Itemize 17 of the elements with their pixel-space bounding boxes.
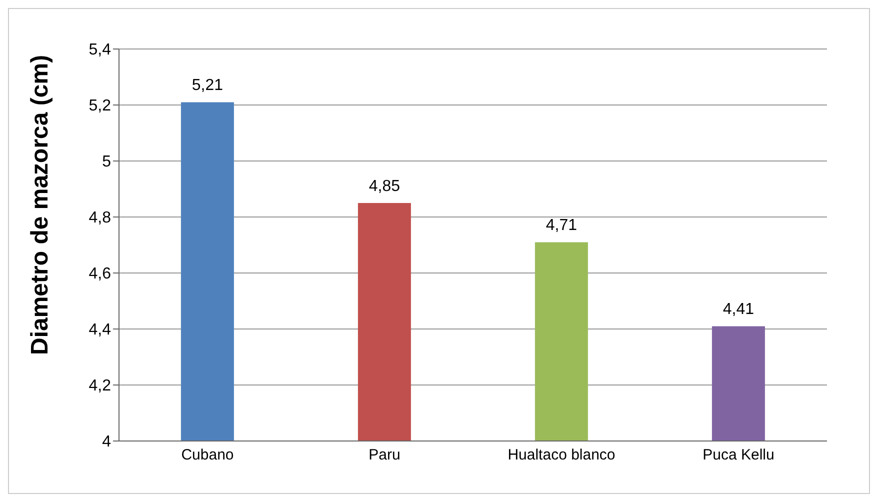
y-axis-title: Diametro de mazorca (cm) [26, 54, 54, 355]
y-tick-label: 4,2 [88, 378, 112, 395]
y-tick-label: 4,8 [88, 210, 112, 227]
x-tick-label: Paru [368, 446, 400, 464]
y-tick-label: 5,2 [88, 98, 112, 115]
x-tick-label: Hualtaco blanco [508, 446, 616, 464]
y-tick-label: 5,4 [88, 42, 112, 59]
y-tick-label: 4 [102, 434, 112, 451]
x-tick-label: Puca Kellu [702, 446, 774, 464]
y-tick-label: 5 [102, 154, 112, 171]
y-tick-label: 4,4 [88, 322, 112, 339]
y-tick-label: 4,6 [88, 266, 112, 283]
data-label: 4,41 [722, 301, 754, 318]
x-tick-label: Cubano [181, 446, 234, 464]
data-label: 4,71 [546, 217, 578, 234]
data-label: 5,21 [192, 77, 224, 94]
data-label: 4,85 [368, 178, 400, 195]
